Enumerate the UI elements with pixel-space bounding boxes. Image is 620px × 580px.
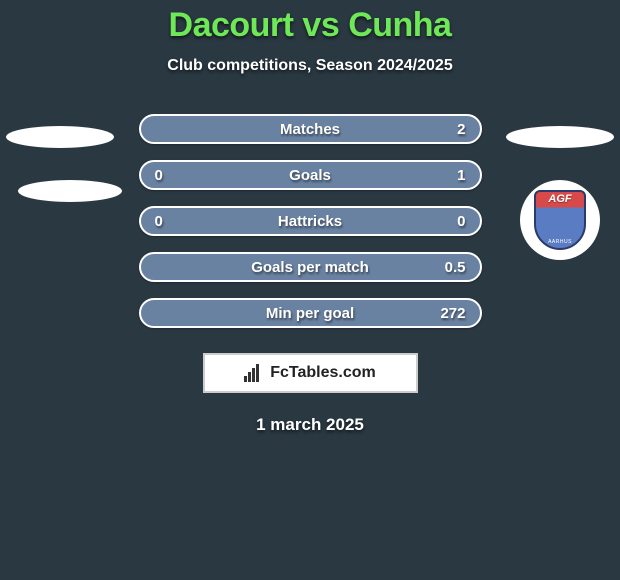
stat-pill-hattricks: 0 Hattricks 0: [139, 206, 482, 236]
page-title: Dacourt vs Cunha: [169, 6, 452, 45]
stat-pill-goals-per-match: Goals per match 0.5: [139, 252, 482, 282]
stat-row: Goals per match 0.5: [0, 251, 620, 283]
brand-bar-chart-icon: [244, 364, 264, 382]
stat-row: 0 Goals 1: [0, 159, 620, 191]
club-badge-bottom-text: AARHUS: [548, 239, 572, 245]
brand-bar-3: [252, 368, 255, 382]
stat-pill-goals: 0 Goals 1: [139, 160, 482, 190]
stat-right-value: 1: [457, 167, 465, 184]
stat-right-value: 0: [457, 213, 465, 230]
stat-right-value: 272: [440, 305, 465, 322]
stat-left-value: 0: [155, 167, 163, 184]
brand-bar-1: [244, 376, 247, 382]
stat-label: Matches: [280, 121, 340, 138]
club-badge-top-text: AGF: [548, 193, 571, 205]
stat-label: Min per goal: [266, 305, 354, 322]
stat-row: Min per goal 272: [0, 297, 620, 329]
brand-text: FcTables.com: [270, 364, 376, 382]
stat-pill-min-per-goal: Min per goal 272: [139, 298, 482, 328]
main-container: Dacourt vs Cunha Club competitions, Seas…: [0, 0, 620, 435]
stat-right-value: 2: [457, 121, 465, 138]
date-label: 1 march 2025: [256, 415, 364, 435]
stat-label: Goals: [289, 167, 331, 184]
stat-label: Hattricks: [278, 213, 342, 230]
brand-box: FcTables.com: [203, 353, 418, 393]
page-subtitle: Club competitions, Season 2024/2025: [167, 57, 452, 75]
stat-right-value: 0.5: [445, 259, 466, 276]
stat-pill-matches: Matches 2: [139, 114, 482, 144]
brand-bar-4: [256, 364, 259, 382]
stat-left-value: 0: [155, 213, 163, 230]
brand-bar-2: [248, 372, 251, 382]
stat-label: Goals per match: [251, 259, 369, 276]
stat-row: Matches 2: [0, 113, 620, 145]
stat-row: 0 Hattricks 0: [0, 205, 620, 237]
